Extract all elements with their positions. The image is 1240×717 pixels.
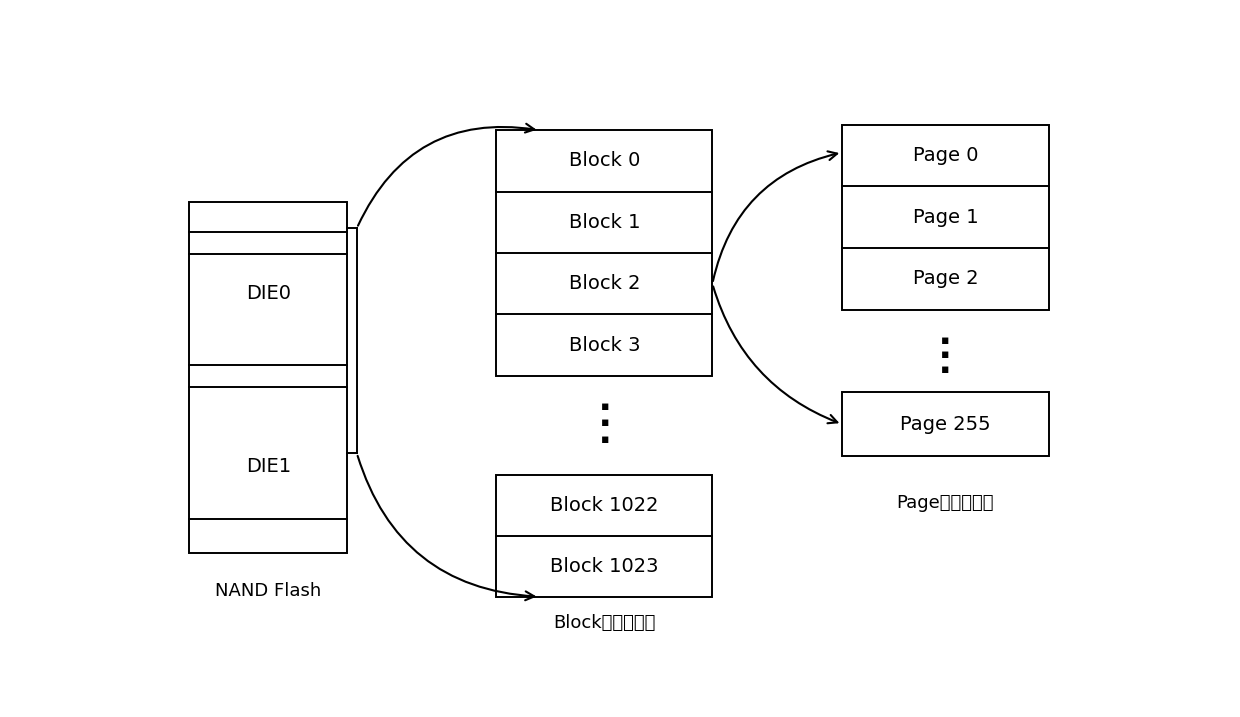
Text: Block 0: Block 0	[569, 151, 640, 171]
Text: ▪: ▪	[941, 364, 949, 376]
Bar	[496, 130, 712, 376]
Bar	[842, 125, 1049, 310]
Text: DIE0: DIE0	[246, 284, 291, 303]
Bar	[842, 392, 1049, 456]
Text: Block 1023: Block 1023	[551, 557, 658, 576]
Text: ▪: ▪	[600, 400, 609, 413]
Text: ▪: ▪	[600, 417, 609, 429]
Text: Block 2: Block 2	[568, 275, 640, 293]
Bar	[496, 475, 712, 597]
Text: Page为编程单元: Page为编程单元	[897, 494, 993, 512]
Text: Block 1: Block 1	[568, 213, 640, 232]
Text: Page 1: Page 1	[913, 208, 978, 227]
Text: Page 2: Page 2	[913, 270, 978, 288]
Text: Page 0: Page 0	[913, 146, 978, 165]
Text: Page 255: Page 255	[900, 414, 991, 434]
Text: ▪: ▪	[941, 333, 949, 346]
Bar	[188, 202, 347, 553]
Text: DIE1: DIE1	[246, 457, 291, 477]
Text: Block 3: Block 3	[568, 336, 640, 355]
Text: ▪: ▪	[941, 348, 949, 361]
Text: NAND Flash: NAND Flash	[216, 582, 321, 600]
Text: Block 1022: Block 1022	[551, 496, 658, 515]
Text: Block为擦除单元: Block为擦除单元	[553, 614, 656, 632]
Text: ▪: ▪	[600, 433, 609, 446]
